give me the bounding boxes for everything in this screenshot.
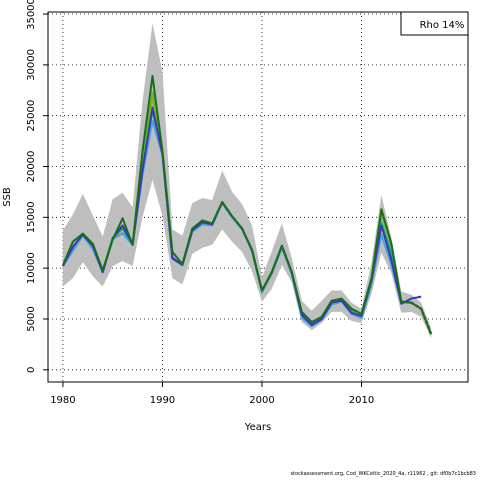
- y-axis-title: SSB: [2, 187, 13, 207]
- series-line: [61, 75, 433, 335]
- y-tick-label: 0: [26, 367, 37, 373]
- grid-lines: [48, 12, 468, 382]
- y-axis: 0 5000 10000 15000 20000 25000 30000 35000: [26, 0, 48, 373]
- legend-text: Rho 14%: [420, 20, 465, 31]
- y-tick-label: 30000: [26, 49, 37, 81]
- y-tick-label: 10000: [26, 252, 37, 284]
- x-tick-label: 2010: [349, 395, 374, 406]
- series-lines: [61, 75, 433, 335]
- legend-box: [400, 11, 469, 36]
- footer-credit: stockassessment.org, Cod_WKCeltic_2020_4…: [290, 471, 476, 477]
- x-axis: 1980 1990 2000 2010: [50, 382, 374, 406]
- x-axis-title: Years: [244, 422, 271, 433]
- legend: Rho 14%: [400, 11, 469, 36]
- x-tick-label: 2000: [249, 395, 274, 406]
- x-tick-label: 1980: [50, 395, 75, 406]
- y-tick-label: 20000: [26, 151, 37, 183]
- y-tick-label: 15000: [26, 201, 37, 233]
- plot-frame: [47, 11, 469, 383]
- y-tick-label: 25000: [26, 100, 37, 132]
- y-tick-label: 5000: [26, 306, 37, 331]
- y-tick-label: 35000: [26, 0, 37, 30]
- confidence-band: [62, 23, 432, 339]
- x-tick-label: 1990: [150, 395, 175, 406]
